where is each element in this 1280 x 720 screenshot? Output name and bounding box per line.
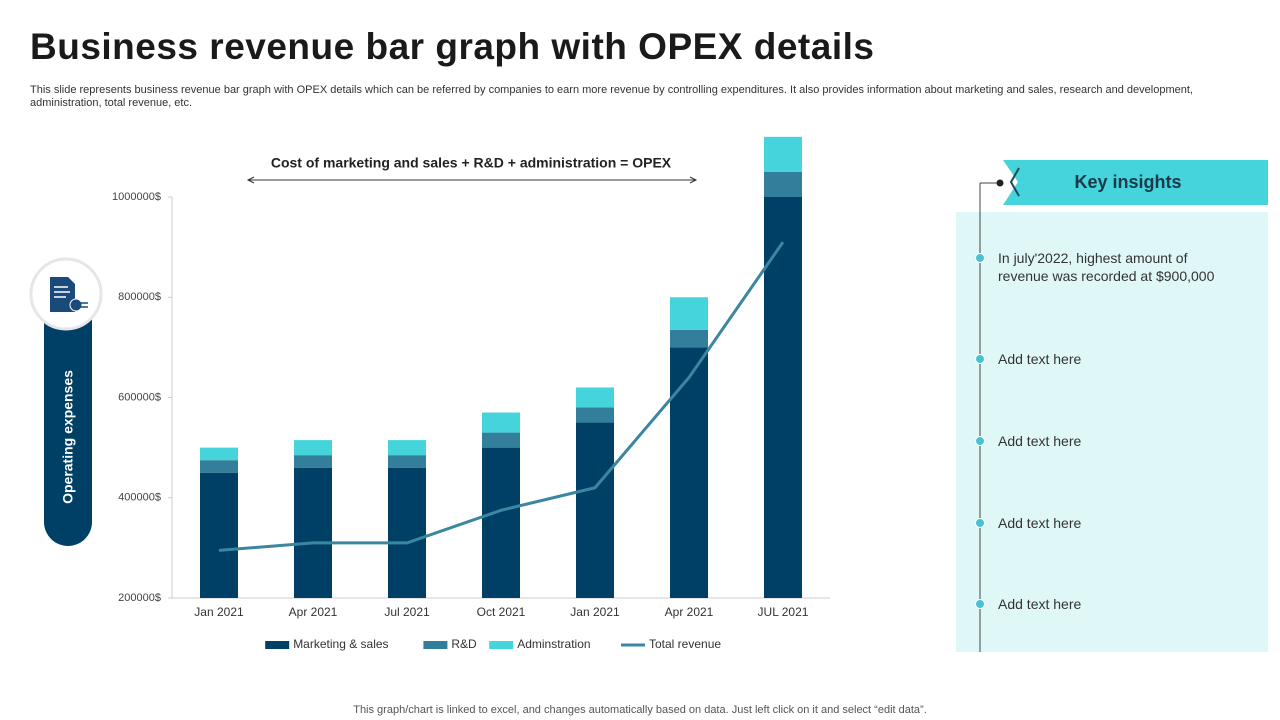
insight-text: Add text here <box>998 351 1082 367</box>
insight-text: Add text here <box>998 515 1082 531</box>
bar-segment <box>388 455 426 468</box>
insights-title: Key insights <box>1074 172 1181 192</box>
insights-header-shape <box>1003 160 1268 205</box>
chevron <box>1009 167 1020 197</box>
bar-segment <box>576 407 614 423</box>
bar-segment <box>294 440 332 456</box>
legend-swatch <box>423 641 448 649</box>
legend-swatch <box>265 641 290 649</box>
bar-segment <box>294 467 332 598</box>
bar-segment <box>200 460 238 473</box>
insights-panel <box>956 212 1268 652</box>
y-label-pill <box>44 290 92 546</box>
insight-text: In july'2022, highest amount of revenue … <box>998 250 1215 284</box>
legend-label: Total revenue <box>649 637 721 651</box>
bar-segment <box>388 467 426 598</box>
bar-segment <box>670 347 708 598</box>
y-tick-label: 200000$ <box>118 592 161 604</box>
bar-segment <box>670 297 708 330</box>
annotation: Cost of marketing and sales + R&D + admi… <box>271 155 672 171</box>
bar-segment <box>482 412 520 433</box>
x-tick-label: Oct 2021 <box>477 605 526 619</box>
y-tick-label: 800000$ <box>118 291 161 303</box>
y-tick-label: 1000000$ <box>112 191 161 203</box>
bar-segment <box>482 432 520 448</box>
y-axis-title: Operating expenses <box>60 370 76 504</box>
bar-segment <box>482 447 520 598</box>
slide-title: Business revenue bar graph with OPEX det… <box>30 26 875 67</box>
bar-segment <box>764 171 802 197</box>
x-tick-label: JUL 2021 <box>758 605 809 619</box>
slide-description: This slide represents business revenue b… <box>30 84 1193 109</box>
x-tick-label: Jul 2021 <box>384 605 430 619</box>
revenue-line <box>218 241 785 552</box>
legend-label: Adminstration <box>517 637 590 651</box>
insight-text: Add text here <box>998 433 1082 449</box>
legend-swatch <box>489 641 514 649</box>
bar-segment <box>764 136 802 172</box>
bar-segment <box>294 455 332 468</box>
legend-label: R&D <box>451 637 477 651</box>
document-icon <box>50 277 88 312</box>
bar-segment <box>670 329 708 348</box>
x-tick-label: Apr 2021 <box>289 605 338 619</box>
bar-segment <box>388 440 426 456</box>
timeline-bullet <box>975 518 985 528</box>
bar-segment <box>576 387 614 408</box>
timeline-bullet <box>975 599 985 609</box>
bar-segment <box>200 472 238 598</box>
y-tick-label: 400000$ <box>118 492 161 504</box>
bar-segment <box>200 447 238 461</box>
timeline-bullet <box>975 354 985 364</box>
x-tick-label: Apr 2021 <box>665 605 714 619</box>
arrow-head <box>689 176 698 184</box>
timeline-bullet <box>975 436 985 446</box>
x-tick-label: Jan 2021 <box>570 605 620 619</box>
timeline-dot <box>996 179 1004 187</box>
legend-label: Marketing & sales <box>293 637 388 651</box>
x-tick-label: Jan 2021 <box>194 605 244 619</box>
footer-note: This graph/chart is linked to excel, and… <box>353 704 927 716</box>
bar-segment <box>576 422 614 598</box>
insight-text: Add text here <box>998 596 1082 612</box>
arrow-head <box>246 176 255 184</box>
y-tick-label: 600000$ <box>118 391 161 403</box>
bar-segment <box>764 197 802 598</box>
timeline-bullet <box>975 253 985 263</box>
